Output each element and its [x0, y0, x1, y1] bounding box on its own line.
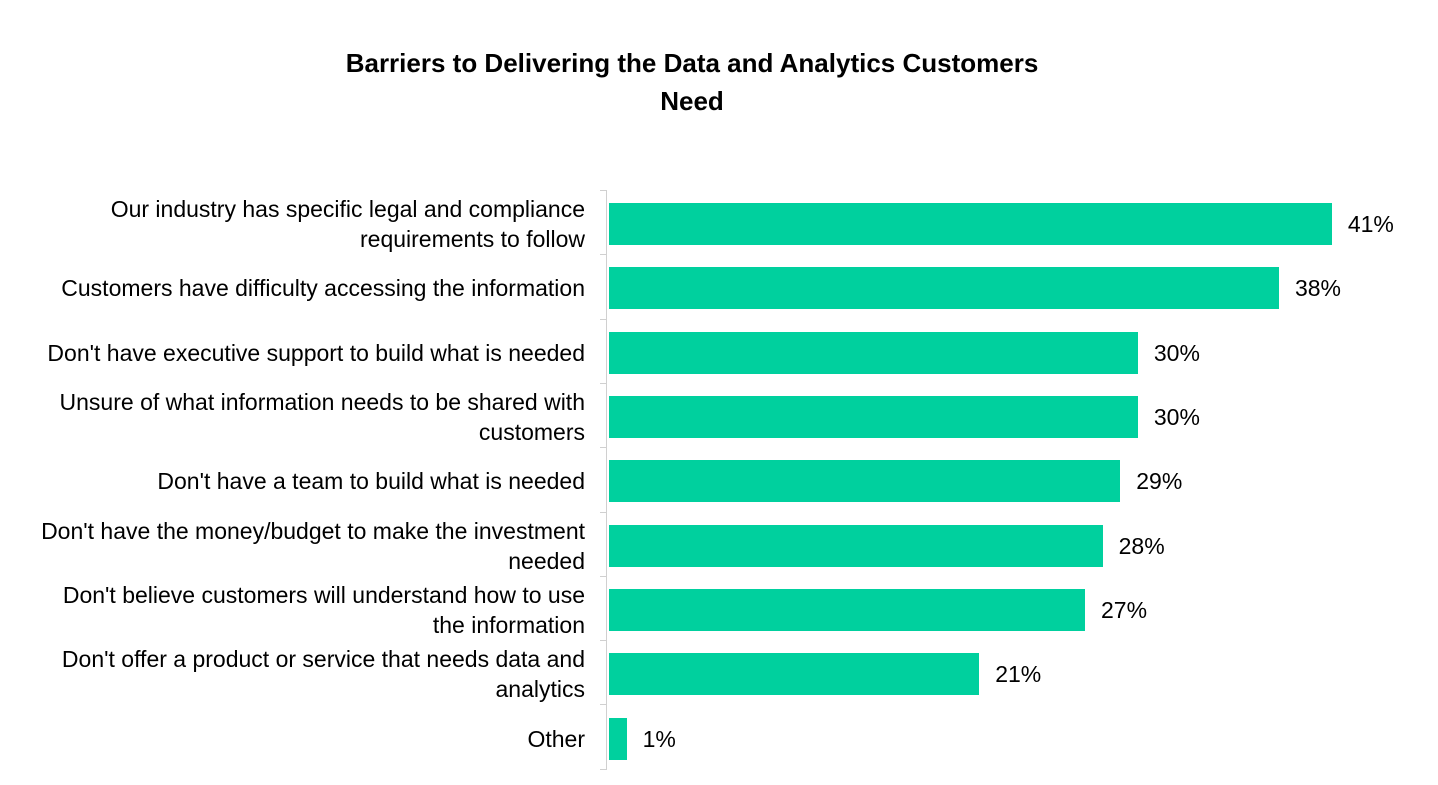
bar: [609, 653, 980, 696]
category-label: Don't have a team to build what is neede…: [157, 468, 585, 495]
axis-tick: [600, 254, 607, 256]
category-label: Our industry has specific legal and comp…: [110, 196, 585, 253]
axis-tick: [600, 447, 607, 449]
value-label: 27%: [1101, 596, 1148, 623]
category-label: Don't offer a product or service that ne…: [61, 646, 585, 703]
bar: [609, 524, 1103, 567]
axis-tick: [600, 704, 607, 706]
value-label: 38%: [1294, 275, 1341, 302]
axis-tick: [600, 318, 607, 320]
axis-tick: [600, 640, 607, 642]
category-label: Don't have the money/budget to make the …: [41, 517, 585, 574]
value-label: 30%: [1153, 404, 1200, 431]
bar: [609, 203, 1332, 246]
category-label: Don't have executive support to build wh…: [47, 339, 585, 366]
category-label: Other: [527, 725, 585, 752]
axis-tick: [600, 575, 607, 577]
category-label: Don't believe customers will understand …: [62, 581, 585, 638]
axis-line: [606, 190, 607, 770]
bar: [609, 460, 1121, 503]
value-label: 1%: [642, 725, 676, 752]
value-label: 30%: [1153, 339, 1200, 366]
axis-tick: [600, 382, 607, 384]
bar: [609, 717, 627, 760]
value-label: 28%: [1118, 532, 1165, 559]
axis-tick: [600, 190, 607, 191]
bar: [609, 396, 1138, 439]
axis-tick: [600, 511, 607, 513]
bar: [609, 331, 1138, 374]
bar: [609, 588, 1085, 631]
axis-tick: [600, 768, 607, 770]
category-label: Customers have difficulty accessing the …: [61, 275, 585, 302]
value-label: 41%: [1347, 211, 1394, 238]
bar: [609, 267, 1279, 310]
value-label: 29%: [1136, 468, 1183, 495]
value-label: 21%: [995, 661, 1042, 688]
category-label: Unsure of what information needs to be s…: [59, 389, 585, 446]
chart-title: Barriers to Delivering the Data and Anal…: [345, 48, 1039, 116]
